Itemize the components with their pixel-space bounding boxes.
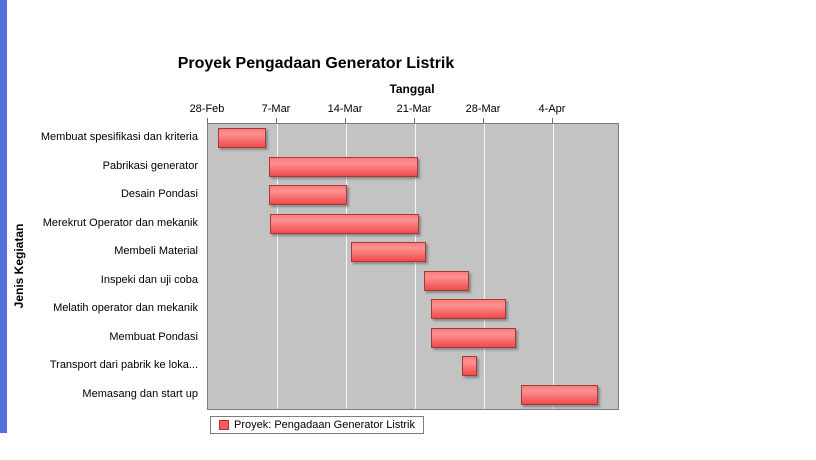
- x-tick-mark: [345, 118, 346, 123]
- category-label: Membuat spesifikasi dan kriteria: [40, 131, 198, 143]
- gantt-bar: [269, 156, 418, 177]
- category-label: Membuat Pondasi: [109, 330, 198, 343]
- category-label: Memasang dan start up: [82, 387, 198, 400]
- x-tick-mark: [552, 118, 553, 123]
- legend-color-swatch: [219, 420, 229, 430]
- gantt-bar: [521, 384, 599, 405]
- gridline: [415, 124, 416, 409]
- gridline: [553, 124, 554, 409]
- plot-area: [207, 123, 619, 410]
- x-tick-mark: [414, 118, 415, 123]
- category-label: Merekrut Operator dan mekanik: [42, 216, 198, 229]
- x-tick-label: 4-Apr: [538, 103, 566, 115]
- x-tick-mark: [276, 118, 277, 123]
- legend: Proyek: Pengadaan Generator Listrik: [210, 416, 424, 434]
- category-label: Membeli Material: [114, 245, 198, 257]
- gantt-bar: [462, 356, 478, 376]
- x-axis-label: Tanggal: [389, 82, 435, 96]
- x-tick-label: 14-Mar: [327, 103, 363, 115]
- legend-label: Proyek: Pengadaan Generator Listrik: [234, 419, 415, 431]
- gantt-bar: [350, 242, 426, 262]
- gridline: [346, 124, 347, 409]
- x-tick-label: 21-Mar: [396, 103, 432, 115]
- category-label: Melatih operator dan mekanik: [53, 302, 198, 314]
- gantt-bar: [269, 185, 347, 205]
- category-label: Desain Pondasi: [120, 188, 198, 200]
- category-axis-labels: Membuat spesifikasi dan kriteria Pabrikas…: [0, 123, 203, 408]
- x-tick-label: 28-Mar: [465, 103, 501, 115]
- gantt-bar: [217, 128, 267, 148]
- x-tick-mark: [207, 118, 208, 123]
- gantt-bar: [423, 270, 470, 291]
- category-label: Inspeki dan uji coba: [100, 273, 198, 286]
- category-label: Transport dari pabrik ke loka...: [49, 359, 198, 371]
- x-tick-label: 7-Mar: [261, 103, 291, 115]
- window-left-border: [0, 0, 7, 433]
- gantt-bar: [430, 299, 506, 319]
- gridline: [277, 124, 278, 409]
- gridline: [484, 124, 485, 409]
- x-tick-mark: [483, 118, 484, 123]
- x-tick-label: 28-Feb: [189, 103, 225, 115]
- category-label: Pabrikasi generator: [102, 159, 198, 172]
- chart-title: Proyek Pengadaan Generator Listrik: [177, 55, 455, 72]
- gantt-bar: [430, 327, 516, 348]
- gantt-bar: [270, 213, 419, 234]
- y-axis-label: Jenis Kegiatan: [12, 223, 26, 309]
